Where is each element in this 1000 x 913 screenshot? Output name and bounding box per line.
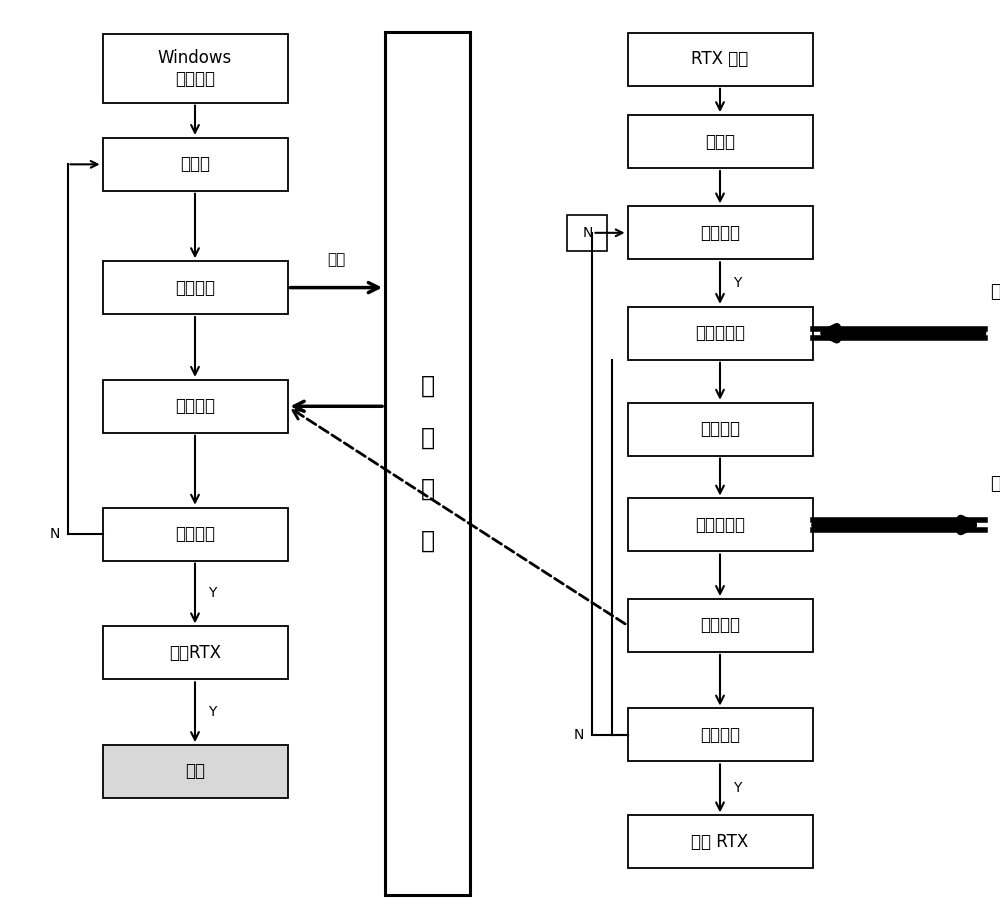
Text: 退出RTX: 退出RTX — [169, 644, 221, 662]
Text: 采集控制量: 采集控制量 — [695, 324, 745, 342]
Text: 界面处理: 界面处理 — [175, 397, 215, 415]
Text: N: N — [49, 527, 60, 541]
Bar — [567, 215, 607, 251]
Text: RTX 启动: RTX 启动 — [691, 50, 749, 68]
Text: Y: Y — [733, 276, 741, 290]
Text: 传递: 传递 — [327, 253, 345, 268]
Text: 实时运算: 实时运算 — [700, 420, 740, 438]
Bar — [103, 261, 288, 314]
Text: 共

享

内

存: 共 享 内 存 — [420, 373, 435, 553]
Text: N: N — [582, 226, 593, 240]
Text: 星箭分离: 星箭分离 — [700, 224, 740, 242]
Bar — [103, 626, 288, 679]
Text: 初始化: 初始化 — [705, 132, 735, 151]
Bar — [103, 380, 288, 433]
Bar — [628, 498, 812, 551]
Text: 闭环结束: 闭环结束 — [700, 726, 740, 744]
Text: 初始化: 初始化 — [180, 155, 210, 173]
Text: Windows
程序开始: Windows 程序开始 — [158, 49, 232, 88]
Text: 参数设置: 参数设置 — [175, 278, 215, 297]
Text: N: N — [574, 728, 584, 742]
Bar — [628, 206, 812, 259]
Text: 退出 RTX: 退出 RTX — [691, 833, 749, 851]
Bar — [628, 307, 812, 360]
Text: Y: Y — [733, 782, 741, 795]
Bar — [628, 599, 812, 652]
Text: Y: Y — [208, 586, 216, 601]
Bar — [628, 33, 812, 86]
Bar — [103, 508, 288, 561]
Bar — [628, 403, 812, 456]
Text: 退出: 退出 — [185, 762, 205, 781]
Bar — [103, 35, 288, 103]
Text: 敏感器发送: 敏感器发送 — [695, 516, 745, 534]
Bar — [628, 115, 812, 168]
Bar — [103, 138, 288, 191]
Text: 信号流出: 信号流出 — [990, 475, 1000, 493]
Text: Y: Y — [208, 705, 216, 719]
Bar — [385, 32, 470, 895]
Bar — [628, 708, 812, 761]
Bar — [628, 815, 812, 868]
Text: 数据回传: 数据回传 — [700, 616, 740, 635]
Text: 信号流入: 信号流入 — [990, 283, 1000, 301]
Bar — [103, 745, 288, 798]
Text: 结束程序: 结束程序 — [175, 525, 215, 543]
